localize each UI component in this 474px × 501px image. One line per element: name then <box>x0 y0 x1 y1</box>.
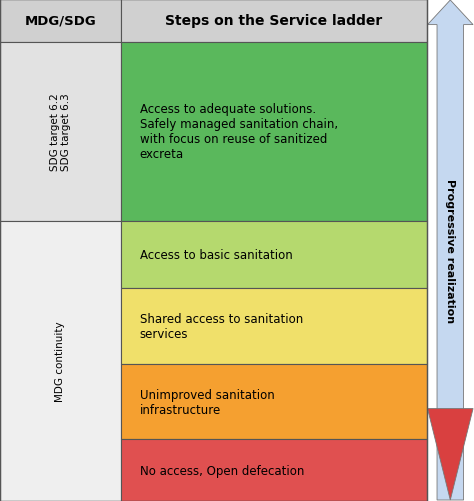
Text: Progressive realization: Progressive realization <box>445 178 456 323</box>
Text: SDG target 6.2
SDG target 6.3: SDG target 6.2 SDG target 6.3 <box>50 93 71 171</box>
Bar <box>0 0 121 43</box>
Bar <box>0 221 121 501</box>
Text: No access, Open defecation: No access, Open defecation <box>140 464 304 477</box>
Text: MDG continuity: MDG continuity <box>55 321 65 401</box>
Text: Unimproved sanitation
infrastructure: Unimproved sanitation infrastructure <box>140 388 274 416</box>
Polygon shape <box>428 1 473 500</box>
Bar <box>121 221 427 289</box>
Bar <box>121 43 427 221</box>
Text: Steps on the Service ladder: Steps on the Service ladder <box>165 15 383 28</box>
Polygon shape <box>428 409 473 500</box>
Bar <box>121 289 427 364</box>
Text: Access to basic sanitation: Access to basic sanitation <box>140 248 292 262</box>
Text: Shared access to sanitation
services: Shared access to sanitation services <box>140 312 303 340</box>
Bar <box>121 439 427 501</box>
Text: MDG/SDG: MDG/SDG <box>25 15 96 28</box>
Bar <box>0 43 121 221</box>
Bar <box>121 364 427 439</box>
Bar <box>121 0 427 43</box>
Text: Access to adequate solutions.
Safely managed sanitation chain,
with focus on reu: Access to adequate solutions. Safely man… <box>140 103 338 161</box>
